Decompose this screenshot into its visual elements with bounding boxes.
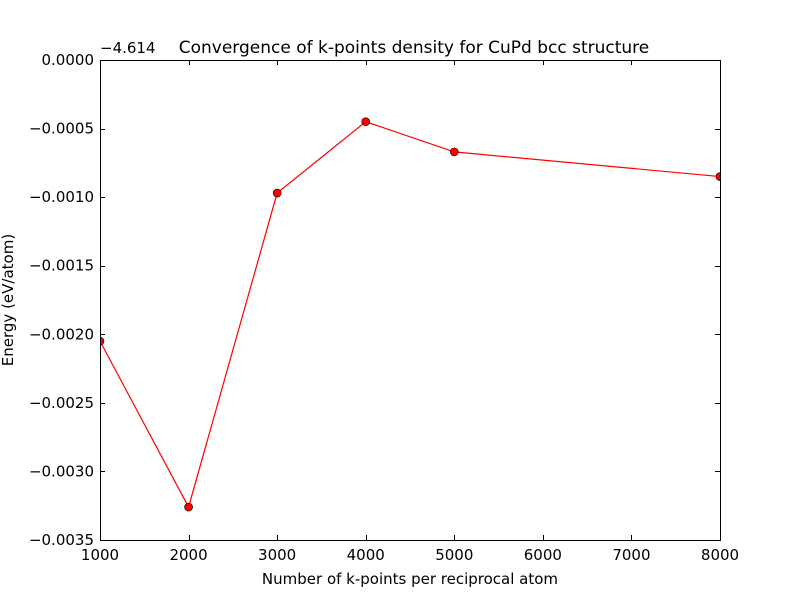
y-tick-label: −0.0005	[29, 120, 94, 138]
data-point	[184, 502, 193, 512]
x-tick-label: 5000	[435, 546, 473, 564]
data-point	[715, 172, 720, 181]
y-tick-label: −0.0020	[29, 325, 94, 343]
data-point	[361, 117, 371, 127]
y-offset-label: −4.614	[100, 39, 156, 57]
x-tick-label: 2000	[169, 546, 207, 564]
x-tick-label: 1000	[81, 546, 119, 564]
y-axis-label: Energy (eV/atom)	[0, 234, 17, 366]
y-tick-label: −0.0025	[29, 394, 94, 412]
axis-layer: 1000 2000 3000 4000 5000 6000 7000 8000 0.0000 −0…	[29, 51, 739, 564]
x-tick-label: 6000	[524, 546, 562, 564]
y-tick-label: −0.0010	[29, 188, 94, 206]
y-tick-label: −0.0030	[29, 462, 94, 480]
y-tick-label: −0.0015	[29, 257, 94, 275]
x-axis-label: Number of k-points per reciprocal atom	[262, 570, 558, 588]
y-tick-label: −0.0035	[29, 531, 94, 549]
x-tick-label: 3000	[258, 546, 296, 564]
x-tick-label: 8000	[701, 546, 739, 564]
plot-layer	[100, 117, 720, 512]
series-line	[100, 121, 720, 509]
data-point	[449, 147, 459, 157]
chart-title: Convergence of k-points density for CuPd…	[179, 38, 650, 58]
data-point	[272, 188, 282, 198]
plot-frame	[100, 60, 721, 541]
y-tick-label: 0.0000	[42, 51, 95, 69]
x-tick-label: 7000	[612, 546, 650, 564]
x-tick-label: 4000	[347, 546, 385, 564]
